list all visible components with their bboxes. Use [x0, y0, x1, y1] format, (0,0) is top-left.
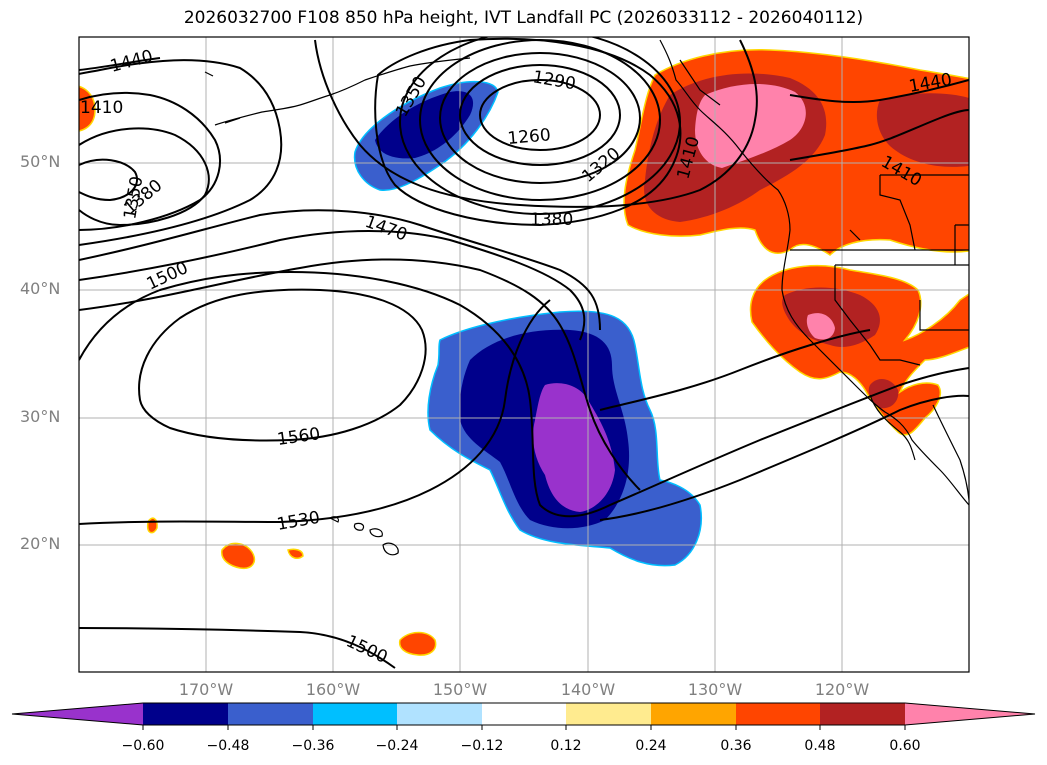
- lon-label-140w: 140°W: [560, 680, 616, 699]
- lat-label-20n: 20°N: [20, 534, 61, 553]
- lat-label-40n: 40°N: [20, 279, 61, 298]
- map-frame: [78, 36, 970, 673]
- colorbar-tick-label: 0.48: [804, 738, 836, 754]
- colorbar-bin-1: [143, 703, 228, 725]
- lon-label-150w: 150°W: [432, 680, 488, 699]
- lon-label-160w: 160°W: [305, 680, 361, 699]
- colorbar-bin-8: [736, 703, 820, 725]
- contour-label: 1260: [507, 125, 552, 149]
- colorbar-bin-7: [651, 703, 736, 725]
- colorbar-under-triangle: [12, 703, 143, 725]
- contour-label: 1380: [530, 210, 573, 230]
- lon-label-120w: 120°W: [814, 680, 870, 699]
- colorbar-over-triangle: [905, 703, 1035, 725]
- lat-label-50n: 50°N: [20, 152, 61, 171]
- colorbar-tick-label: −0.60: [121, 738, 165, 754]
- height-contours: [79, 37, 969, 669]
- figure-title: 2026032700 F108 850 hPa height, IVT Land…: [183, 8, 864, 28]
- positive-anomaly-small-3: [146, 517, 158, 534]
- positive-anomaly-small-1: [221, 542, 256, 570]
- colorbar-tick-label: −0.48: [206, 738, 250, 754]
- colorbar-tick-label: 0.24: [635, 738, 667, 754]
- colorbar-tick-label: −0.12: [460, 738, 504, 754]
- lon-label-130w: 130°W: [687, 680, 743, 699]
- positive-anomaly-small-4: [398, 631, 437, 656]
- colorbar-bin-9: [820, 703, 905, 725]
- colorbar-tick-label: 0.12: [550, 738, 582, 754]
- lon-label-170w: 170°W: [178, 680, 234, 699]
- colorbar-tick-label: 0.60: [889, 738, 921, 754]
- colorbar-bin-5: [482, 703, 566, 725]
- colorbar-bin-3: [313, 703, 397, 725]
- colorbar-tick-label: 0.36: [720, 738, 752, 754]
- colorbar-tick-label: −0.24: [375, 738, 419, 754]
- contour-label: 1410: [80, 98, 123, 118]
- lat-label-30n: 30°N: [20, 407, 61, 426]
- colorbar-bin-4: [397, 703, 482, 725]
- coastlines: [204, 39, 969, 506]
- colorbar-tick-label: −0.36: [291, 738, 335, 754]
- colorbar-bin-6: [566, 703, 651, 725]
- colorbar: [11, 702, 1036, 730]
- colorbar-bin-2: [228, 703, 313, 725]
- map-plot-area: [79, 37, 969, 672]
- positive-anomaly-small-2: [287, 548, 304, 559]
